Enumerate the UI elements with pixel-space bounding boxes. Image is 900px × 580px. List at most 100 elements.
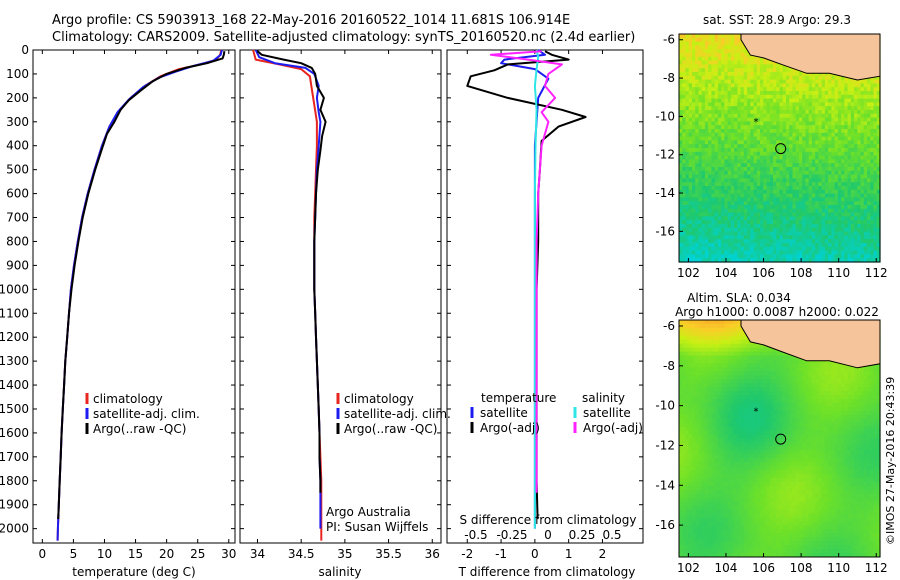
map-cell [747, 72, 751, 77]
map-cell [834, 231, 839, 236]
map-cell [818, 159, 823, 164]
map-cell [766, 379, 771, 384]
map-cell [786, 359, 790, 364]
map-cell [711, 250, 716, 255]
map-cell [828, 224, 832, 229]
map-cell [698, 64, 703, 69]
map-cell [682, 201, 686, 206]
map-cell [808, 148, 813, 153]
map-cell [769, 148, 774, 153]
map-cell [802, 72, 806, 77]
map-cell [747, 224, 751, 229]
map-cell [730, 102, 735, 107]
map-cell [811, 129, 816, 134]
map-cell [711, 56, 716, 62]
map-cell [740, 208, 745, 214]
map-cell [679, 83, 683, 88]
map-cell [854, 186, 858, 191]
map-cell [750, 140, 755, 145]
map-cell [818, 379, 823, 384]
map-cell [850, 151, 855, 157]
map-cell [695, 45, 699, 50]
map-cell [837, 235, 842, 240]
map-cell [679, 359, 683, 364]
map-cell [724, 243, 729, 248]
map-cell [876, 239, 881, 244]
map-cell [750, 239, 755, 244]
map-cell [789, 170, 793, 176]
map-cell [740, 351, 745, 357]
map-cell [724, 163, 729, 168]
map-cell [870, 205, 875, 210]
map-cell [721, 121, 725, 126]
map-cell [727, 64, 732, 69]
map-cell [685, 216, 690, 221]
map-cell [734, 53, 738, 58]
map-cell [724, 212, 729, 217]
map-cell [795, 178, 800, 183]
map-cell [857, 201, 862, 206]
map-cell [727, 220, 732, 225]
map-cell [685, 155, 690, 160]
map-cell [841, 224, 845, 229]
map-cell [795, 113, 800, 119]
map-cell [708, 136, 712, 141]
map-cell [704, 208, 709, 214]
map-cell [789, 375, 793, 380]
map-cell [782, 254, 787, 259]
map-cell [799, 243, 803, 248]
map-cell [766, 174, 771, 179]
map-cell [857, 197, 862, 202]
map-cell [857, 87, 862, 92]
map-cell [766, 246, 771, 252]
map-cell [721, 216, 725, 221]
map-cell [760, 113, 764, 119]
map-cell [786, 170, 790, 176]
map-cell [698, 148, 703, 153]
map-cell [760, 367, 764, 372]
map-cell [792, 151, 797, 157]
map-cell [811, 224, 816, 229]
map-cell [779, 367, 784, 372]
map-cell [844, 144, 849, 149]
map-cell [870, 151, 875, 157]
map-cell [860, 83, 865, 88]
map-cell [854, 220, 858, 225]
map-cell [714, 125, 719, 130]
map-cell [692, 72, 696, 77]
map-cell [841, 220, 845, 225]
map-cell [711, 239, 716, 244]
map-cell [688, 159, 693, 164]
map-cell [818, 151, 823, 157]
map-cell [828, 178, 832, 183]
map-cell [789, 106, 793, 111]
map-cell [756, 60, 761, 65]
y-tick-label: 1500 [0, 402, 29, 416]
map-cell [721, 250, 725, 255]
map-cell [854, 224, 858, 229]
map-cell [854, 125, 858, 130]
map-cell [844, 220, 849, 225]
map-cell [717, 144, 722, 149]
map-cell [870, 220, 875, 225]
map-cell [821, 371, 826, 376]
map-cell [769, 79, 774, 84]
map-cell [815, 87, 819, 92]
map-cell [763, 182, 768, 187]
map-cell [763, 235, 768, 240]
map-cell [701, 231, 706, 236]
map-cell [831, 258, 836, 263]
map-cell [698, 379, 703, 384]
map-cell [782, 170, 787, 176]
map-cell [844, 75, 849, 81]
map-cell [714, 335, 719, 341]
map-cell [786, 186, 790, 191]
map-cell [734, 224, 738, 229]
map-cell [873, 243, 878, 248]
map-cell [818, 174, 823, 179]
map-cell [711, 220, 716, 225]
map-cell [737, 235, 742, 240]
map-cell [786, 231, 790, 236]
map-cell [854, 151, 858, 157]
map-cell [743, 170, 748, 176]
